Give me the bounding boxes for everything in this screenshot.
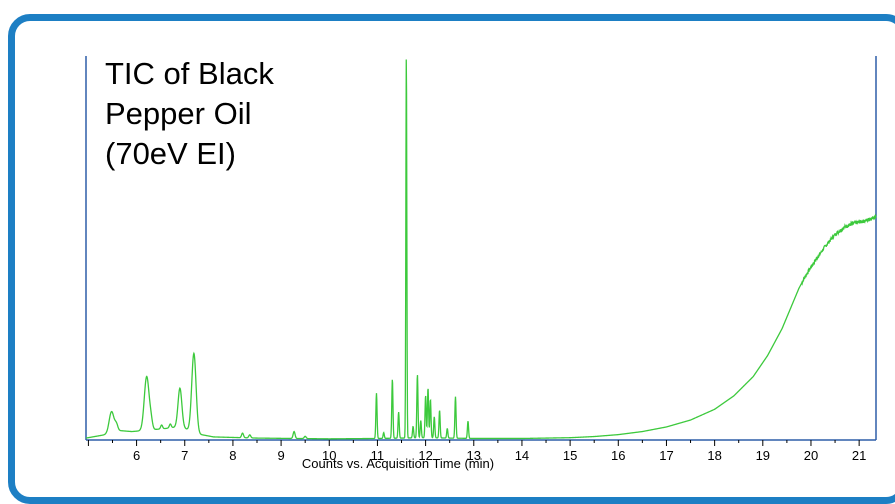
x-tick-label-12: 12 bbox=[418, 448, 432, 463]
x-axis-ticks: 6 7 8 9 10 11 12 13 14 15 16 17 18 19 20 21 bbox=[87, 440, 866, 463]
title-line-2: Pepper Oil bbox=[105, 96, 251, 131]
x-tick-label-16: 16 bbox=[611, 448, 625, 463]
x-tick-label-18: 18 bbox=[707, 448, 721, 463]
x-tick-label-11: 11 bbox=[371, 448, 385, 463]
x-tick-label-14: 14 bbox=[515, 448, 529, 463]
x-tick-label-10: 10 bbox=[322, 448, 336, 463]
x-tick-label-21: 21 bbox=[852, 448, 866, 463]
title-line-1: TIC of Black bbox=[105, 56, 274, 91]
panel-frame bbox=[8, 14, 895, 504]
x-tick-label-19: 19 bbox=[756, 448, 770, 463]
x-tick-label-9: 9 bbox=[277, 448, 284, 463]
x-tick-label-6: 6 bbox=[133, 448, 140, 463]
tic-series-line bbox=[85, 59, 877, 440]
chart-title: TIC of Black Pepper Oil (70eV EI) bbox=[105, 56, 274, 171]
x-axis-label: Counts vs. Acquisition Time (min) bbox=[302, 456, 494, 471]
x-tick-label-7: 7 bbox=[181, 448, 188, 463]
axes bbox=[85, 56, 877, 441]
x-tick-label-20: 20 bbox=[804, 448, 818, 463]
x-tick-label-17: 17 bbox=[659, 448, 673, 463]
chromatogram-chart: TIC of Black Pepper Oil (70eV EI) 6 7 8 9 10… bbox=[85, 56, 877, 471]
title-line-3: (70eV EI) bbox=[105, 136, 236, 171]
x-tick-label-8: 8 bbox=[229, 448, 236, 463]
x-tick-label-15: 15 bbox=[563, 448, 577, 463]
x-tick-label-13: 13 bbox=[467, 448, 481, 463]
